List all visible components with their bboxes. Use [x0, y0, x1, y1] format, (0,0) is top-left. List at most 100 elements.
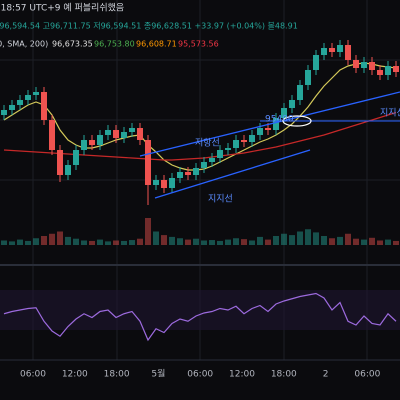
volume-bar — [297, 231, 303, 245]
volume-bar — [193, 238, 199, 245]
ma-label: 00, SMA, 200) — [0, 40, 48, 49]
candle-body — [329, 48, 335, 52]
candle-body — [73, 150, 79, 165]
x-tick-label: 06:00 — [20, 370, 46, 380]
candle-body — [337, 45, 343, 52]
x-tick-label: 12:00 — [229, 370, 255, 380]
candle-body — [353, 60, 359, 68]
volume-bar — [361, 239, 367, 245]
candle-body — [209, 158, 215, 162]
candle-body — [393, 66, 399, 72]
volume-bar — [89, 240, 95, 245]
candle-body — [385, 66, 391, 75]
x-tick-label: 06:00 — [354, 370, 380, 380]
volume-bar — [49, 233, 55, 245]
candle-body — [193, 168, 199, 175]
support-line — [154, 149, 311, 199]
candle-body — [137, 128, 143, 140]
volume-bar — [377, 240, 383, 245]
candle-body — [33, 92, 39, 95]
volume-bar — [9, 241, 15, 245]
x-tick-label: 12:00 — [62, 370, 88, 380]
candle-body — [177, 172, 183, 178]
candle-body — [305, 70, 311, 85]
candle-body — [289, 100, 295, 108]
volume-bar — [329, 238, 335, 245]
volume-bar — [201, 240, 207, 245]
support-label: 지지선 — [208, 194, 233, 205]
volume-bar — [169, 236, 175, 245]
volume-bar — [369, 237, 375, 245]
volume-bar — [209, 240, 215, 245]
volume-bar — [305, 229, 311, 245]
resistance-line — [139, 91, 400, 157]
volume-bar — [225, 239, 231, 245]
ma-reading: 96,608.71 — [136, 40, 177, 49]
volume-bar — [105, 241, 111, 245]
x-tick-label: 2 — [323, 370, 329, 380]
volume-bar — [97, 239, 103, 245]
volume-bar — [177, 238, 183, 245]
x-tick-label: 06:00 — [187, 370, 213, 380]
volume-bar — [41, 236, 47, 245]
volume-bar — [241, 239, 247, 245]
ma-line — [3, 62, 397, 171]
volume-bar — [249, 240, 255, 245]
volume-bar — [121, 240, 127, 245]
ohlc-line: 시96,594.54 고96,711.75 저96,594.51 종96,628… — [0, 21, 298, 31]
candle-body — [25, 95, 31, 100]
volume-bar — [337, 236, 343, 245]
candle-body — [257, 128, 263, 135]
volume-bar — [233, 238, 239, 245]
volume-bar — [153, 231, 159, 245]
candle-body — [201, 162, 207, 168]
candle-body — [129, 128, 135, 132]
rsi-band — [0, 290, 400, 330]
volume-bar — [113, 240, 119, 245]
candle-body — [265, 128, 271, 130]
ma-reading: 96,673.35 — [52, 40, 93, 49]
volume-bar — [129, 240, 135, 245]
volume-bar — [273, 236, 279, 245]
candle-body — [313, 55, 319, 70]
candle-body — [105, 130, 111, 135]
candle-body — [321, 48, 327, 55]
candle-body — [89, 140, 95, 145]
candle-body — [281, 108, 287, 118]
volume-bar — [257, 236, 263, 245]
volume-bar — [65, 236, 71, 245]
volume-bar — [57, 231, 63, 245]
ma-line — [3, 111, 397, 161]
volume-bar — [313, 232, 319, 245]
candle-body — [377, 70, 383, 75]
volume-bar — [81, 240, 87, 245]
candle-body — [145, 140, 151, 185]
x-tick-label: 18:00 — [104, 370, 130, 380]
candle-body — [153, 180, 159, 185]
candle-body — [161, 180, 167, 188]
support-right-label: 지지선 — [380, 108, 400, 119]
candle-body — [49, 120, 55, 150]
volume-bar — [265, 239, 271, 245]
candle-body — [185, 172, 191, 175]
candle-body — [57, 150, 63, 175]
volume-bar — [289, 235, 295, 245]
volume-bar — [345, 233, 351, 245]
candle-body — [81, 140, 87, 150]
candle-body — [249, 135, 255, 142]
x-tick-label: 18:00 — [271, 370, 297, 380]
candle-body — [41, 92, 47, 120]
volume-bar — [385, 239, 391, 245]
candle-body — [225, 148, 231, 150]
candle-body — [169, 178, 175, 188]
volume-bar — [17, 239, 23, 245]
volume-bar — [393, 240, 399, 245]
header: 5 18:57 UTC+9 예 퍼블리쉬했음 — [0, 2, 124, 14]
candle-body — [297, 85, 303, 100]
candle-body — [241, 140, 247, 142]
x-tick-label: 5월 — [151, 368, 165, 380]
resistance-label: 저항선 — [195, 138, 220, 149]
candle-body — [345, 45, 351, 60]
volume-bar — [137, 238, 143, 245]
